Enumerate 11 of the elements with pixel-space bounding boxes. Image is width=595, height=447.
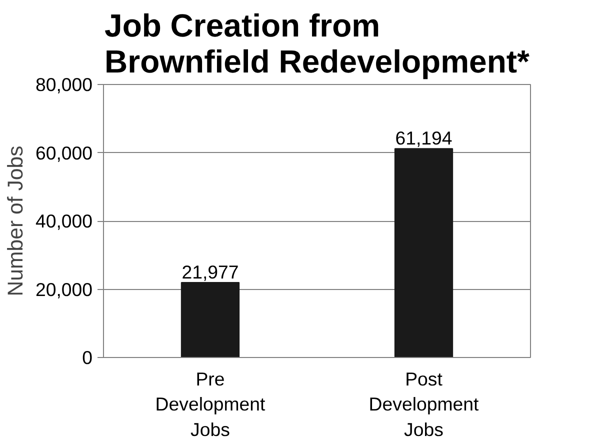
y-tick-label: 80,000 xyxy=(35,74,92,95)
y-tick-label: 40,000 xyxy=(35,210,92,232)
data-label: 61,194 xyxy=(395,128,452,149)
x-tick-label: Post Development Jobs xyxy=(368,368,480,440)
y-axis-title: Number of Jobs xyxy=(3,146,28,296)
x-tick-label: Pre Development Jobs xyxy=(155,368,266,440)
y-tick-label: 20,000 xyxy=(35,278,92,300)
data-label: 21,977 xyxy=(182,262,239,283)
chart-title: Job Creation from Brownfield Redevelopment* xyxy=(104,8,530,80)
y-tick-label: 60,000 xyxy=(35,142,92,164)
y-tick-label: 0 xyxy=(82,347,93,368)
